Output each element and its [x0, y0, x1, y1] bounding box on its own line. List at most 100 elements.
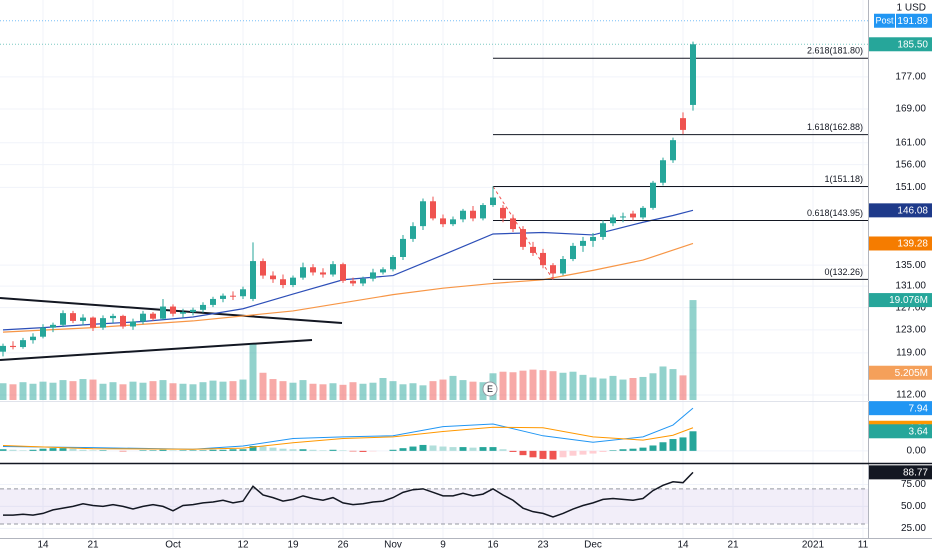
volume-bar: [599, 378, 607, 400]
volume-bar: [239, 379, 247, 400]
candle-body: [560, 259, 566, 274]
candle-body: [600, 223, 606, 237]
macd-bar: [519, 450, 527, 456]
candle-body: [650, 182, 656, 208]
volume-bar: [329, 383, 337, 400]
x-tick-label: 11: [858, 540, 869, 550]
price-axis: [868, 0, 932, 538]
candle-body: [150, 313, 156, 319]
macd-bar: [339, 450, 347, 451]
candle-body: [570, 245, 576, 260]
x-tick-label: 21: [87, 540, 99, 550]
volume-bar: [619, 379, 627, 400]
macd-bar: [629, 448, 637, 451]
candle-body: [170, 306, 176, 314]
macd-bar: [249, 446, 257, 451]
candle-body: [610, 217, 616, 224]
volume-bar: [49, 382, 57, 400]
axis-badge: [896, 13, 932, 28]
macd-bar: [639, 447, 647, 451]
candle-body: [540, 252, 546, 266]
y-tick-label: 119.00: [896, 348, 926, 359]
macd-bar: [599, 450, 607, 452]
candle-body: [0, 345, 6, 352]
y-tick-label: 127.00: [895, 302, 926, 313]
axis-badge: [869, 203, 932, 218]
macd-bar: [169, 450, 177, 451]
candle-body: [210, 298, 216, 305]
volume-bar: [149, 381, 157, 400]
macd-bar: [349, 450, 357, 452]
currency-label: 1 USD: [897, 3, 926, 14]
candle-body: [490, 197, 496, 206]
candle-body: [250, 261, 256, 299]
candle-body: [640, 207, 646, 218]
volume-bar: [159, 380, 167, 400]
volume-bar: [249, 344, 257, 400]
earnings-icon[interactable]: [482, 381, 498, 397]
candle-body: [370, 272, 376, 279]
candle-body: [300, 267, 306, 278]
candle-body: [140, 313, 146, 322]
candle-body: [290, 277, 296, 286]
macd-bar: [229, 449, 237, 451]
candle-body: [240, 289, 246, 297]
candle-body: [670, 140, 676, 161]
y-tick-label: 156.00: [895, 159, 926, 170]
volume-bar: [99, 383, 107, 400]
axis-badge-label: 139.28: [897, 239, 928, 250]
candle-body: [220, 295, 226, 299]
y-tick-label: 169.00: [895, 104, 926, 115]
volume-bar: [349, 382, 357, 400]
volume-bar: [429, 381, 437, 400]
macd-bar: [89, 450, 97, 451]
y-tick-label: 161.00: [895, 137, 926, 148]
candle-body: [520, 229, 526, 247]
volume-bar: [529, 369, 537, 400]
candle-body: [430, 201, 436, 219]
y-tick-label: 151.00: [895, 182, 926, 193]
volume-bar: [339, 384, 347, 400]
macd-bar: [19, 450, 27, 451]
candle-body: [80, 317, 86, 321]
x-tick-label: 9: [440, 540, 446, 550]
grid: [0, 0, 868, 538]
macd-bar: [139, 450, 147, 451]
candle-body: [230, 295, 236, 297]
axis-badge-label: 19.076M: [889, 295, 928, 306]
fib-label: 2.618(181.80): [807, 46, 863, 56]
macd-bar: [529, 450, 537, 458]
x-tick-label: 2021: [802, 540, 825, 550]
y-tick-label: 112.00: [896, 390, 926, 401]
candle-body: [280, 279, 286, 286]
candle-body: [450, 219, 456, 225]
x-tick-label: Nov: [384, 540, 402, 550]
volume-bar: [379, 378, 387, 400]
axis-badge: [869, 236, 932, 251]
axis-badge: [869, 293, 932, 308]
y-tick-label: 25.00: [901, 523, 926, 534]
volume-bar: [389, 381, 397, 400]
volume-bar: [179, 383, 187, 400]
macd-bar: [39, 448, 47, 451]
volume-bar: [669, 369, 677, 400]
macd-bar: [439, 446, 447, 451]
x-tick-label: 26: [337, 540, 349, 550]
macd-bar: [559, 450, 567, 458]
volume-bar: [0, 383, 7, 400]
candle-body: [70, 313, 76, 321]
volume-bar: [359, 383, 367, 400]
macd-bar: [309, 449, 317, 451]
candle-body: [30, 336, 36, 341]
candle-body: [180, 312, 186, 314]
earnings-label[interactable]: E: [487, 384, 493, 394]
volume-bar: [199, 382, 207, 400]
fib-label: 1(151.18): [824, 174, 863, 184]
x-tick-label: 21: [727, 540, 739, 550]
volume-bar: [89, 379, 97, 400]
earnings-marker[interactable]: E: [482, 381, 498, 397]
volume-bar: [629, 378, 637, 400]
macd-bar: [489, 447, 497, 451]
volume-bar: [279, 381, 287, 400]
